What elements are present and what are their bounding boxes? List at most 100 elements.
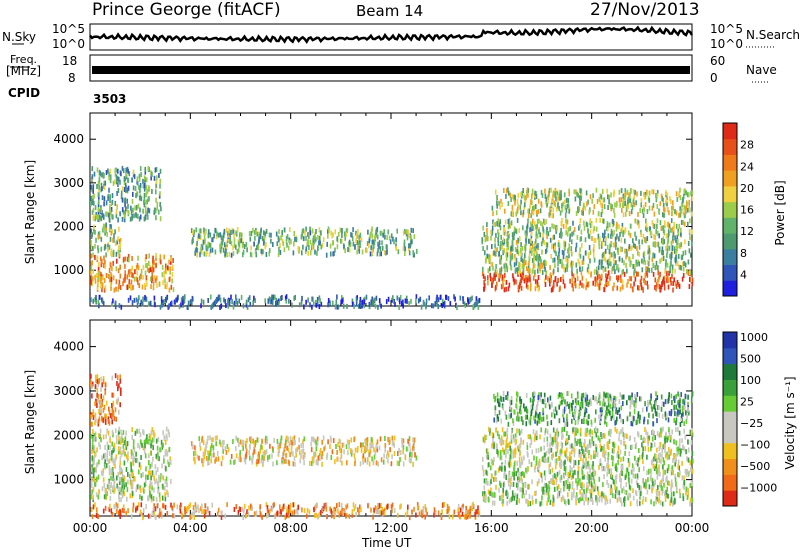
range-cell bbox=[149, 470, 152, 476]
range-cell bbox=[631, 204, 634, 210]
range-cell bbox=[100, 246, 103, 252]
range-cell bbox=[402, 438, 405, 444]
range-cell bbox=[674, 439, 676, 445]
range-cell bbox=[362, 453, 365, 459]
range-cell bbox=[99, 214, 101, 220]
range-cell bbox=[494, 248, 497, 254]
range-cell bbox=[687, 471, 690, 477]
range-cell bbox=[506, 500, 508, 506]
range-cell bbox=[404, 229, 406, 235]
freq-tick-max: 18 bbox=[62, 54, 78, 68]
range-cell bbox=[654, 285, 656, 290]
range-cell bbox=[293, 231, 295, 236]
range-cell bbox=[217, 294, 220, 300]
range-cell bbox=[586, 267, 589, 273]
range-cell bbox=[672, 235, 674, 241]
range-cell bbox=[203, 251, 206, 257]
range-cell bbox=[537, 275, 540, 280]
range-cell bbox=[109, 168, 112, 174]
range-cell bbox=[198, 455, 200, 461]
range-cell bbox=[505, 279, 508, 285]
range-cell bbox=[558, 251, 560, 257]
range-cell bbox=[498, 487, 500, 493]
range-cell bbox=[101, 259, 103, 265]
range-cell bbox=[661, 478, 663, 484]
range-cell bbox=[95, 417, 97, 423]
range-cell bbox=[564, 466, 567, 472]
range-cell bbox=[564, 480, 566, 486]
range-cell bbox=[100, 262, 103, 268]
range-cell bbox=[275, 297, 278, 303]
range-cell bbox=[585, 190, 588, 196]
range-cell bbox=[105, 222, 107, 228]
range-cell bbox=[104, 463, 107, 469]
range-cell bbox=[124, 270, 126, 276]
range-cell bbox=[684, 262, 687, 268]
range-cell bbox=[111, 392, 114, 398]
range-cell bbox=[101, 401, 104, 407]
range-cell bbox=[90, 373, 92, 379]
range-cell bbox=[665, 453, 667, 459]
range-cell bbox=[616, 233, 618, 239]
range-cell bbox=[495, 232, 497, 238]
range-cell bbox=[638, 251, 641, 257]
range-cell bbox=[593, 238, 596, 243]
range-cell bbox=[635, 460, 638, 466]
range-cell bbox=[621, 284, 624, 290]
range-cell bbox=[626, 207, 629, 212]
range-cell bbox=[530, 436, 533, 442]
range-cell bbox=[555, 228, 557, 234]
range-cell bbox=[527, 284, 529, 290]
range-cell bbox=[556, 226, 559, 232]
range-cell bbox=[159, 216, 162, 222]
range-cell bbox=[580, 236, 582, 242]
range-cell bbox=[545, 260, 547, 266]
range-cell bbox=[550, 187, 553, 193]
range-cell bbox=[490, 261, 493, 267]
range-cell bbox=[372, 300, 374, 306]
range-cell bbox=[618, 436, 620, 442]
range-cell bbox=[166, 482, 168, 488]
range-cell bbox=[379, 436, 382, 442]
range-cell bbox=[586, 201, 588, 207]
range-cell bbox=[615, 474, 618, 480]
range-cell bbox=[675, 440, 678, 446]
range-cell bbox=[546, 242, 549, 248]
range-cell bbox=[540, 241, 543, 247]
range-cell bbox=[640, 202, 642, 208]
range-cell bbox=[508, 222, 510, 228]
range-cell bbox=[410, 458, 412, 464]
range-cell bbox=[528, 257, 531, 263]
range-cell bbox=[666, 206, 669, 212]
range-cell bbox=[579, 438, 581, 444]
range-cell bbox=[299, 458, 302, 464]
range-cell bbox=[633, 194, 636, 200]
range-cell bbox=[584, 250, 587, 256]
range-cell bbox=[604, 229, 606, 235]
range-cell bbox=[94, 205, 97, 211]
range-cell bbox=[563, 250, 565, 256]
range-cell bbox=[312, 436, 314, 442]
range-cell bbox=[227, 303, 230, 309]
range-cell bbox=[112, 485, 114, 491]
range-cell bbox=[108, 451, 111, 457]
range-cell bbox=[104, 180, 107, 186]
range-cell bbox=[156, 201, 159, 207]
range-cell bbox=[232, 251, 235, 256]
range-cell bbox=[642, 459, 644, 465]
range-cell bbox=[593, 226, 596, 231]
range-cell bbox=[118, 490, 121, 496]
range-cell bbox=[638, 261, 640, 267]
range-cell bbox=[513, 235, 515, 241]
range-cell bbox=[90, 184, 93, 190]
range-cell bbox=[100, 276, 103, 282]
range-cell bbox=[675, 261, 677, 267]
range-cell bbox=[166, 435, 168, 441]
range-cell bbox=[511, 204, 514, 210]
range-cell bbox=[664, 447, 666, 453]
range-cell bbox=[97, 275, 99, 281]
range-cell bbox=[557, 267, 559, 273]
range-cell bbox=[499, 273, 501, 279]
range-cell bbox=[630, 469, 633, 475]
range-cell bbox=[498, 495, 501, 501]
